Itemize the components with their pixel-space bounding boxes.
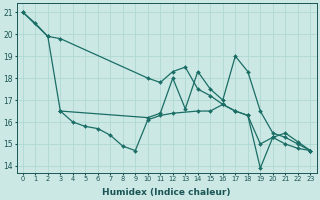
- X-axis label: Humidex (Indice chaleur): Humidex (Indice chaleur): [102, 188, 231, 197]
